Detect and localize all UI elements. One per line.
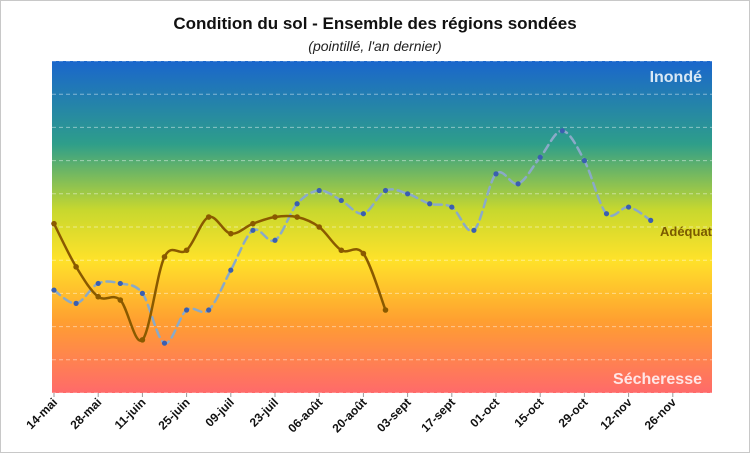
data-point-last-year — [206, 307, 212, 313]
data-point-current — [272, 214, 278, 220]
y-tick-label: 20 — [31, 323, 40, 332]
data-point-last-year — [250, 227, 256, 233]
data-point-last-year — [228, 267, 234, 273]
plot-background — [52, 61, 712, 393]
data-point-last-year — [559, 128, 565, 134]
chart-title: Condition du sol - Ensemble des régions … — [173, 14, 577, 33]
y-tick-label: 0 — [36, 389, 41, 398]
data-point-current — [73, 264, 79, 270]
data-point-last-year — [449, 204, 455, 210]
x-tick-label: 20-août — [329, 395, 369, 435]
y-tick-label: 70 — [31, 157, 40, 166]
x-tick-label: 09-juil — [202, 395, 236, 429]
x-tick-label: 28-mai — [68, 395, 105, 432]
data-point-last-year — [294, 201, 300, 207]
data-point-last-year — [427, 201, 433, 207]
data-point-last-year — [272, 237, 278, 243]
data-point-current — [51, 220, 57, 227]
x-tick-label: 01-oct — [467, 395, 502, 430]
data-point-last-year — [117, 280, 123, 287]
data-point-current — [183, 247, 190, 254]
x-tick-label: 29-oct — [556, 395, 591, 430]
data-point-last-year — [405, 191, 411, 197]
x-tick-label: 25-juin — [155, 395, 192, 432]
x-tick-label: 14-mai — [23, 395, 60, 432]
y-tick-label: 40 — [31, 256, 40, 265]
x-tick-label: 06-août — [285, 395, 325, 435]
data-point-current — [360, 250, 367, 257]
data-point-last-year — [581, 158, 588, 164]
data-point-current — [161, 254, 168, 260]
data-point-current — [316, 224, 323, 230]
data-point-last-year — [515, 181, 521, 187]
data-point-current — [250, 220, 256, 227]
zone-label: Sécheresse — [613, 371, 702, 388]
data-point-last-year — [161, 340, 168, 346]
data-point-last-year — [95, 280, 101, 287]
x-tick-label: 26-nov — [642, 395, 679, 432]
data-point-last-year — [139, 290, 145, 296]
data-point-last-year — [626, 204, 632, 210]
data-point-last-year — [316, 187, 322, 194]
data-point-last-year — [51, 287, 57, 293]
series-line-current — [52, 214, 387, 342]
x-tick-label: 11-juin — [112, 395, 149, 432]
series-line-last-year — [52, 129, 652, 345]
data-point-last-year — [471, 227, 477, 233]
zone-label: Inondé — [650, 69, 703, 86]
x-tick-label: 12-nov — [597, 395, 634, 432]
data-point-last-year — [648, 217, 654, 223]
data-point-last-year — [360, 211, 366, 217]
y-tick-label: 50 — [31, 223, 40, 232]
y-tick-label: 100 — [27, 57, 41, 66]
data-point-current — [117, 297, 124, 303]
chart-subtitle: (pointillé, l'an dernier) — [308, 38, 442, 54]
data-point-current — [382, 307, 389, 313]
data-point-last-year — [603, 211, 610, 217]
x-tick-label: 17-sept — [418, 395, 458, 435]
y-tick-label: 90 — [31, 90, 40, 99]
data-point-last-year — [73, 300, 79, 306]
data-point-current — [95, 293, 101, 300]
data-point-current — [139, 337, 146, 343]
x-tick-label: 23-juil — [247, 395, 281, 429]
data-point-current — [205, 214, 212, 220]
data-point-current — [294, 214, 300, 220]
data-point-last-year — [537, 154, 543, 160]
y-tick-label: 30 — [31, 289, 40, 298]
zone-label: Adéquat — [660, 224, 713, 239]
data-point-last-year — [493, 171, 499, 177]
x-tick-label: 03-sept — [374, 395, 414, 435]
data-point-last-year — [184, 307, 190, 313]
data-point-current — [338, 247, 345, 254]
data-point-last-year — [338, 197, 344, 204]
x-tick-label: 15-oct — [511, 395, 546, 430]
y-tick-label: 10 — [31, 356, 40, 365]
data-point-last-year — [382, 187, 389, 194]
data-point-current — [228, 230, 234, 237]
y-tick-label: 80 — [31, 123, 40, 132]
y-tick-label: 60 — [31, 190, 40, 199]
